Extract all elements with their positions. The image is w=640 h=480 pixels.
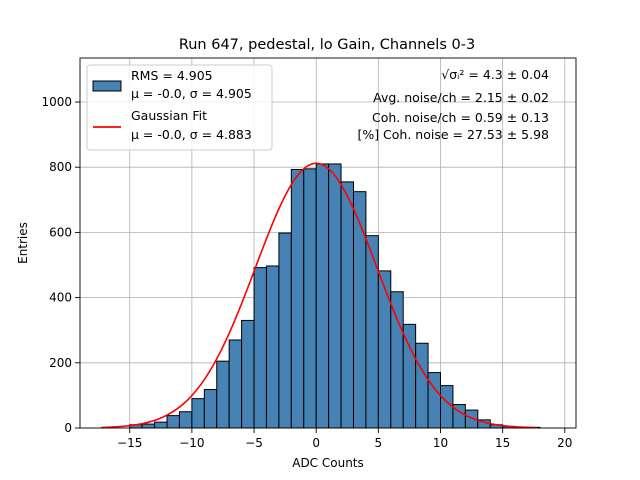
- histogram-bar: [415, 342, 429, 429]
- annotation-coh-noise: Coh. noise/ch = 0.59 ± 0.13: [372, 110, 549, 125]
- x-tick-label: 15: [495, 436, 510, 450]
- x-tick-label: 0: [312, 436, 320, 450]
- legend-fit-stats: μ = -0.0, σ = 4.883: [131, 127, 252, 142]
- y-axis-label: Entries: [16, 222, 30, 264]
- histogram-bar: [340, 181, 354, 429]
- histogram-bar: [328, 163, 342, 429]
- annotation-rms-formula: √σᵢ²: [441, 67, 464, 82]
- x-tick-label: 10: [433, 436, 448, 450]
- histogram-bar: [166, 415, 180, 429]
- histogram-bar: [253, 267, 267, 429]
- noise-annotations: √σᵢ² = 4.3 ± 0.04 Avg. noise/ch = 2.15 ±…: [357, 67, 549, 142]
- histogram-bar: [440, 385, 454, 429]
- histogram-bar: [402, 323, 417, 429]
- x-tick-label: 20: [557, 436, 572, 450]
- annotation-coh-noise-percent: [%] Coh. noise = 27.53 ± 5.98: [357, 127, 549, 142]
- legend-histogram-swatch: [92, 80, 122, 92]
- histogram-bar: [203, 389, 218, 429]
- histogram-bar: [191, 398, 205, 429]
- legend-fit-label: Gaussian Fit: [131, 108, 207, 123]
- histogram-bar: [141, 423, 156, 429]
- legend: RMS = 4.905 μ = -0.0, σ = 4.905 Gaussian…: [86, 64, 273, 151]
- histogram-bar: [278, 232, 292, 429]
- histogram-bar: [390, 291, 404, 429]
- x-tick-label: 5: [375, 436, 383, 450]
- x-tick-label: −10: [179, 436, 204, 450]
- histogram-bar: [228, 339, 243, 429]
- histogram-bar: [290, 168, 305, 429]
- histogram-bars: [129, 163, 541, 429]
- histogram-bar: [241, 319, 255, 429]
- histogram-bar: [377, 270, 392, 429]
- y-tick-label: 600: [49, 225, 72, 239]
- y-tick-label: 400: [49, 291, 72, 305]
- chart-title: Run 647, pedestal, lo Gain, Channels 0-3: [179, 37, 475, 53]
- annotation-rms-noise: √σᵢ² = 4.3 ± 0.04: [441, 67, 549, 82]
- x-tick-label: −5: [245, 436, 263, 450]
- y-tick-label: 200: [49, 356, 72, 370]
- x-tick-label: −15: [117, 436, 142, 450]
- legend-histogram-stats: μ = -0.0, σ = 4.905: [131, 86, 252, 101]
- histogram-bar: [265, 265, 280, 429]
- y-axis-ticks: 0 200 400 600 800 1000: [41, 95, 80, 435]
- y-tick-label: 800: [49, 160, 72, 174]
- annotation-rms-value: = 4.3 ± 0.04: [464, 67, 549, 82]
- histogram-bar: [352, 191, 367, 429]
- x-axis-label: ADC Counts: [292, 456, 364, 470]
- x-axis-ticks: −15 −10 −5 0 5 10 15 20: [117, 428, 572, 450]
- histogram-bar: [154, 421, 168, 429]
- legend-frame: [86, 64, 273, 151]
- y-tick-label: 1000: [41, 95, 72, 109]
- gaussian-fit-line: [101, 162, 538, 429]
- y-tick-label: 0: [64, 421, 72, 435]
- annotation-avg-noise: Avg. noise/ch = 2.15 ± 0.02: [373, 90, 549, 105]
- histogram-bar: [178, 411, 193, 429]
- axes-frame: [79, 57, 577, 429]
- histogram-bar: [216, 360, 230, 429]
- histogram-bar: [315, 163, 330, 429]
- histogram-bar: [303, 168, 317, 429]
- legend-histogram-label: RMS = 4.905: [131, 68, 213, 83]
